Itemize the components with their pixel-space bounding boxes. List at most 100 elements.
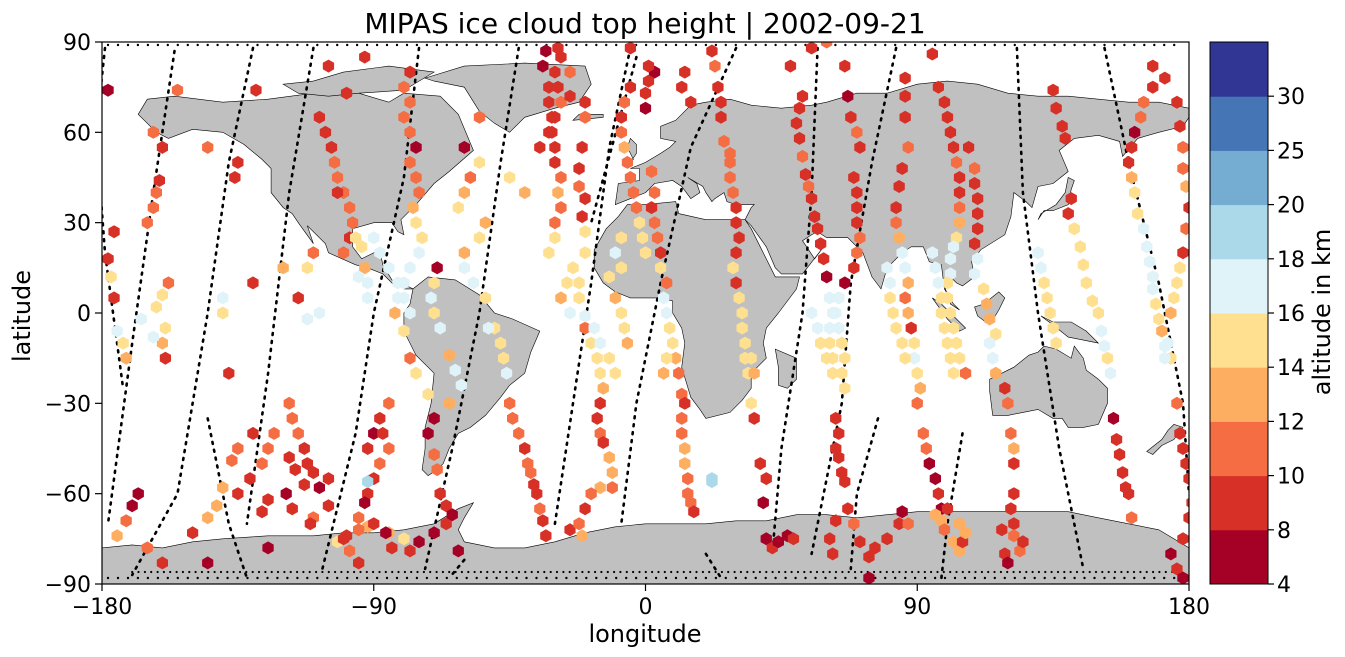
cloud-point bbox=[380, 526, 392, 540]
cloud-point bbox=[156, 336, 168, 350]
orbit-dot bbox=[815, 570, 819, 574]
orbit-dot bbox=[943, 43, 947, 47]
x-tick-label: 90 bbox=[903, 595, 931, 620]
orbit-track bbox=[1015, 46, 1085, 571]
orbit-dot bbox=[581, 570, 584, 574]
orbit-track bbox=[245, 46, 315, 526]
orbit-dot bbox=[137, 570, 140, 574]
orbit-dot bbox=[535, 43, 538, 47]
orbit-dot bbox=[615, 43, 618, 47]
orbit-dot bbox=[555, 576, 558, 580]
cloud-point bbox=[724, 155, 736, 169]
orbit-dot bbox=[968, 570, 971, 574]
orbit-dot bbox=[156, 570, 159, 574]
cloud-point bbox=[941, 110, 954, 124]
cloud-point bbox=[117, 336, 129, 350]
orbit-dot bbox=[953, 43, 957, 47]
cloud-point bbox=[540, 44, 552, 58]
cloud-point bbox=[848, 517, 860, 531]
cloud-point bbox=[715, 110, 727, 124]
orbit-dot bbox=[704, 43, 708, 47]
cloud-point bbox=[917, 426, 929, 440]
cloud-point bbox=[422, 426, 434, 440]
cloud-point bbox=[1077, 258, 1089, 272]
orbit-dot bbox=[289, 570, 292, 574]
cloud-point bbox=[772, 535, 784, 549]
orbit-dot bbox=[1044, 570, 1047, 574]
orbit-dot bbox=[346, 570, 349, 574]
cloud-point bbox=[947, 535, 960, 549]
orbit-dot bbox=[276, 576, 279, 580]
cloud-point bbox=[790, 116, 803, 130]
cloud-point bbox=[899, 351, 911, 365]
cloud-point bbox=[494, 336, 507, 350]
cloud-point bbox=[944, 351, 957, 365]
orbit-dot bbox=[774, 576, 777, 580]
cloud-point bbox=[929, 508, 941, 522]
orbit-dot bbox=[613, 570, 616, 574]
orbit-dot bbox=[505, 43, 508, 47]
land-masses bbox=[102, 62, 1189, 584]
colorbar-label: altitude in km bbox=[1308, 229, 1336, 396]
cloud-point bbox=[615, 261, 627, 275]
cloud-point bbox=[953, 201, 966, 215]
orbit-dot bbox=[936, 570, 939, 574]
orbit-dot bbox=[525, 576, 528, 580]
cloud-point bbox=[126, 499, 138, 513]
cloud-point bbox=[664, 321, 676, 335]
cloud-point bbox=[1086, 294, 1098, 308]
cloud-point bbox=[824, 336, 836, 350]
orbit-dot bbox=[116, 43, 120, 47]
cloud-point bbox=[552, 186, 564, 200]
cloud-point bbox=[935, 291, 947, 305]
orbit-dot bbox=[873, 570, 876, 574]
cloud-point bbox=[546, 125, 558, 139]
orbit-dot bbox=[754, 576, 757, 580]
orbit-dot bbox=[126, 576, 130, 580]
orbit-dot bbox=[923, 43, 927, 47]
cloud-point bbox=[283, 396, 295, 410]
orbit-dot bbox=[175, 570, 178, 574]
orbit-dot bbox=[188, 570, 191, 574]
cloud-point bbox=[404, 544, 416, 558]
cloud-point bbox=[902, 140, 914, 154]
cloud-point bbox=[479, 216, 492, 230]
orbit-track bbox=[553, 46, 632, 526]
cloud-point bbox=[899, 71, 911, 85]
orbit-dot bbox=[694, 576, 698, 580]
cloud-point bbox=[1008, 529, 1020, 543]
orbit-dot bbox=[200, 570, 203, 574]
cloud-point bbox=[953, 216, 966, 230]
cloud-point bbox=[642, 74, 655, 88]
cloud-point bbox=[147, 330, 159, 344]
orbit-dot bbox=[283, 570, 286, 574]
cloud-point bbox=[1174, 261, 1186, 275]
cloud-point bbox=[884, 291, 896, 305]
orbit-dot bbox=[1164, 570, 1167, 574]
cloud-point bbox=[845, 110, 857, 124]
cloud-point bbox=[498, 351, 510, 365]
cloud-point bbox=[579, 192, 591, 206]
cloud-point bbox=[645, 165, 658, 178]
cloud-point bbox=[552, 42, 564, 55]
orbit-track bbox=[704, 552, 723, 580]
cloud-point bbox=[549, 65, 561, 79]
orbit-dot bbox=[150, 570, 153, 574]
orbit-dot bbox=[536, 570, 540, 574]
cloud-point bbox=[555, 201, 567, 215]
orbit-dot bbox=[196, 576, 199, 580]
orbit-dot bbox=[515, 43, 518, 47]
orbit-dot bbox=[615, 576, 618, 580]
cloud-point bbox=[286, 411, 298, 425]
cloud-point bbox=[805, 306, 818, 320]
cloud-point bbox=[156, 288, 168, 302]
cloud-point bbox=[724, 146, 736, 160]
cloud-point bbox=[1156, 324, 1168, 338]
cloud-point bbox=[202, 140, 214, 154]
cloud-point bbox=[428, 448, 440, 461]
cloud-point bbox=[821, 270, 833, 284]
orbit-dot bbox=[232, 570, 235, 574]
cloud-point bbox=[932, 276, 944, 290]
cloud-point bbox=[425, 291, 437, 305]
cloud-point bbox=[301, 312, 313, 326]
